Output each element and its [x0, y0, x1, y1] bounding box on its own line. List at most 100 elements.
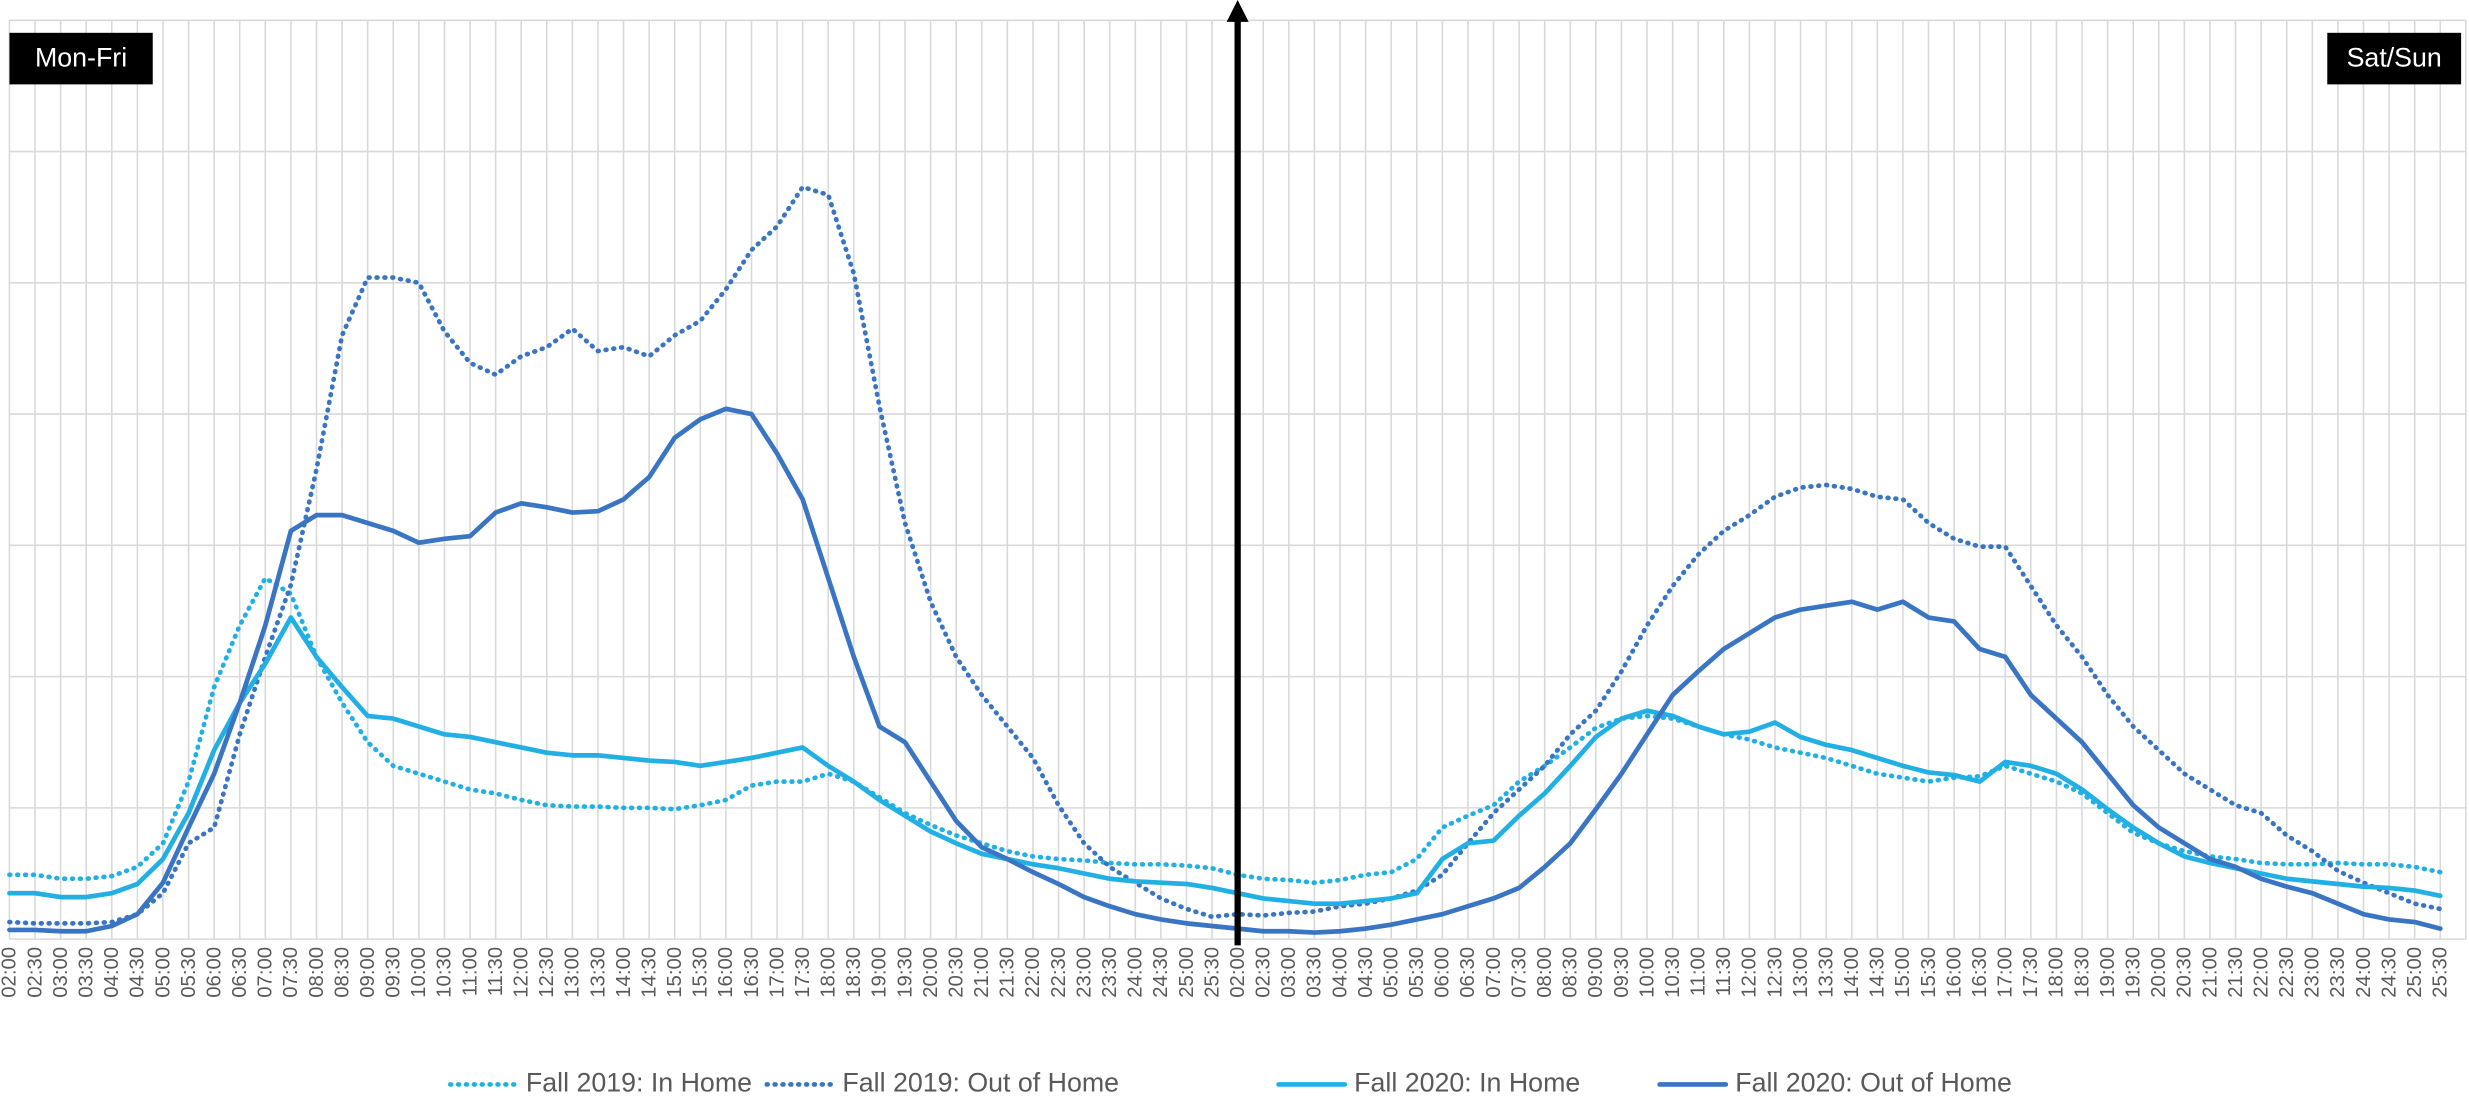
x-tick-label: 16:30	[1969, 947, 1991, 998]
x-tick-label: 17:00	[1995, 947, 2017, 998]
x-tick-label: 19:00	[2097, 947, 2119, 998]
x-tick-label: 08:30	[1560, 947, 1582, 998]
x-tick-label: 02:30	[24, 947, 46, 998]
x-tick-label: 04:30	[127, 947, 149, 998]
x-tick-label: 14:00	[613, 947, 635, 998]
series-line	[7, 615, 2443, 907]
x-tick-label: 02:00	[1227, 947, 1249, 998]
x-tick-label: 17:30	[792, 947, 814, 998]
x-tick-label: 18:30	[2071, 947, 2093, 998]
x-tick-label: 05:30	[1406, 947, 1428, 998]
x-tick-label: 14:00	[1841, 947, 1863, 998]
x-tick-label: 13:00	[562, 947, 584, 998]
annotation-box	[2327, 32, 2462, 85]
series-line	[7, 406, 2443, 935]
annotation-box	[9, 32, 153, 85]
x-tick-label: 07:30	[1508, 947, 1530, 998]
x-tick-label: 21:00	[971, 947, 993, 998]
x-tick-label: 18:00	[817, 947, 839, 998]
divider-arrowhead	[1226, 0, 1249, 22]
x-tick-label: 06:00	[203, 947, 225, 998]
x-tick-label: 22:30	[2276, 947, 2298, 998]
x-tick-label: 03:00	[50, 947, 72, 998]
x-tick-label: 05:00	[152, 947, 174, 998]
x-tick-label: 14:30	[638, 947, 660, 998]
x-tick-label: 13:30	[587, 947, 609, 998]
series-line	[7, 575, 2443, 886]
x-tick-label: 16:00	[1943, 947, 1965, 998]
x-tick-label: 17:30	[2020, 947, 2042, 998]
x-tick-label: 20:30	[945, 947, 967, 998]
x-tick-label: 24:00	[2353, 947, 2375, 998]
x-tick-label: 03:00	[1278, 947, 1300, 998]
x-tick-label: 25:00	[1176, 947, 1198, 998]
x-tick-label: 24:30	[1150, 947, 1172, 998]
annotation: Mon-Fri	[35, 42, 127, 72]
x-tick-label: 21:00	[2199, 947, 2221, 998]
x-tick-label: 08:00	[1534, 947, 1556, 998]
x-tick-label: 05:00	[1380, 947, 1402, 998]
x-tick-label: 16:00	[715, 947, 737, 998]
x-tick-label: 23:00	[2302, 947, 2324, 998]
x-tick-label: 05:30	[178, 947, 200, 998]
x-tick-label: 10:00	[408, 947, 430, 998]
x-tick-label: 25:30	[2429, 947, 2451, 998]
x-tick-label: 17:00	[766, 947, 788, 998]
x-tick-label: 11:00	[459, 947, 481, 996]
x-tick-label: 06:30	[1457, 947, 1479, 998]
x-tick-label: 08:30	[331, 947, 353, 998]
x-tick-label: 10:30	[1662, 947, 1684, 998]
legend-label: Fall 2020: In Home	[1354, 1068, 1580, 1098]
x-tick-label: 11:00	[1687, 947, 1709, 996]
legend-label: Fall 2019: Out of Home	[842, 1068, 1119, 1098]
x-tick-label: 19:30	[2122, 947, 2144, 998]
x-tick-label: 14:30	[1867, 947, 1889, 998]
legend-label: Fall 2020: Out of Home	[1735, 1068, 2012, 1098]
x-tick-label: 12:30	[536, 947, 558, 998]
x-tick-label: 04:00	[1329, 947, 1351, 998]
x-tick-label: 09:30	[382, 947, 404, 998]
x-tick-label: 13:00	[1790, 947, 1812, 998]
annotation: Sat/Sun	[2347, 42, 2442, 72]
x-tick-label: 15:30	[690, 947, 712, 998]
x-tick-label: 22:00	[1022, 947, 1044, 998]
x-tick-label: 08:00	[306, 947, 328, 998]
x-tick-label: 13:30	[1815, 947, 1837, 998]
legend-label: Fall 2019: In Home	[526, 1068, 752, 1098]
x-tick-label: 12:00	[1739, 947, 1761, 998]
x-tick-label: 15:00	[664, 947, 686, 998]
x-tick-label: 25:00	[2404, 947, 2426, 998]
x-tick-label: 18:00	[2046, 947, 2068, 998]
x-tick-label: 03:30	[75, 947, 97, 998]
x-tick-label: 20:00	[2148, 947, 2170, 998]
x-tick-label: 02:30	[1252, 947, 1274, 998]
x-tick-label: 09:00	[1585, 947, 1607, 998]
x-tick-label: 12:00	[510, 947, 532, 998]
x-tick-label: 22:00	[2250, 947, 2272, 998]
x-tick-label: 11:30	[1713, 947, 1735, 996]
x-tick-label: 09:00	[357, 947, 379, 998]
x-tick-label: 09:30	[1611, 947, 1633, 998]
x-tick-label: 04:30	[1355, 947, 1377, 998]
x-tick-label: 04:00	[101, 947, 123, 998]
x-tick-label: 23:30	[1099, 947, 1121, 998]
x-tick-label: 07:30	[280, 947, 302, 998]
x-tick-label: 19:30	[894, 947, 916, 998]
x-tick-label: 15:00	[1892, 947, 1914, 998]
x-tick-label: 11:30	[485, 947, 507, 996]
x-tick-label: 06:30	[229, 947, 251, 998]
x-tick-label: 25:30	[1201, 947, 1223, 998]
x-tick-label: 20:30	[2174, 947, 2196, 998]
x-tick-label: 21:30	[2225, 947, 2247, 998]
x-tick-label: 23:30	[2327, 947, 2349, 998]
x-tick-label: 18:30	[843, 947, 865, 998]
x-tick-label: 06:00	[1432, 947, 1454, 998]
x-tick-label: 03:30	[1304, 947, 1326, 998]
x-tick-label: 10:30	[434, 947, 456, 998]
x-tick-label: 02:00	[0, 947, 21, 998]
series-line	[7, 184, 2443, 926]
x-tick-label: 24:30	[2378, 947, 2400, 998]
x-tick-label: 22:30	[1048, 947, 1070, 998]
